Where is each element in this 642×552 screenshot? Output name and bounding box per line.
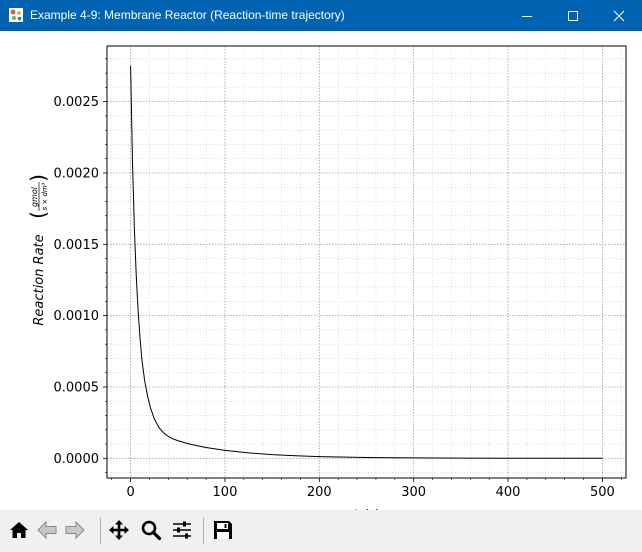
- toolbar-separator: [203, 518, 204, 544]
- title-bar[interactable]: Example 4-9: Membrane Reactor (Reaction-…: [0, 0, 642, 31]
- y-axis-label-paren-left: (: [26, 211, 50, 219]
- app-icon: [9, 8, 23, 22]
- reaction-rate-chart[interactable]: 0 100 200 300 400 500 0.0000 0.0005 0.0010 0.001…: [0, 31, 642, 523]
- major-grid: [107, 46, 626, 478]
- y-axis-label-unit-numerator: gmol: [30, 186, 39, 207]
- axes-frame: [106, 45, 627, 479]
- y-tick-label: 0.0015: [54, 238, 100, 253]
- forward-button[interactable]: [62, 516, 88, 544]
- navigation-toolbar: [0, 510, 642, 552]
- y-axis-label-main: Reaction Rate: [32, 234, 47, 325]
- zoom-icon: [141, 520, 162, 541]
- x-axis-ticks: 0 100 200 300 400 500: [111, 478, 622, 500]
- maximize-icon: [568, 10, 578, 21]
- x-tick-label: 0: [126, 485, 134, 500]
- zoom-button[interactable]: [138, 516, 164, 544]
- back-button[interactable]: [34, 516, 60, 544]
- y-axis-label: Reaction Rate ( gmol s × dm³ ): [26, 174, 50, 326]
- close-button[interactable]: [596, 0, 642, 31]
- pan-button[interactable]: [106, 516, 132, 544]
- y-tick-label: 0.0010: [54, 309, 100, 324]
- back-icon: [37, 520, 57, 540]
- series-line: [130, 65, 603, 459]
- figure-canvas[interactable]: 0 100 200 300 400 500 0.0000 0.0005 0.0010 0.001…: [0, 31, 642, 523]
- save-icon: [214, 521, 232, 539]
- y-axis-ticks: 0.0000 0.0005 0.0010 0.0015 0.0020 0.0025: [54, 58, 107, 473]
- minimize-button[interactable]: [504, 0, 550, 31]
- home-icon: [10, 522, 28, 538]
- home-button[interactable]: [6, 516, 32, 544]
- y-tick-label: 0.0000: [54, 452, 100, 467]
- x-tick-label: 100: [213, 485, 238, 500]
- configure-subplots-button[interactable]: [169, 516, 195, 544]
- y-axis-label-unit-denominator: s × dm³: [41, 182, 49, 210]
- configure-subplots-icon: [173, 521, 191, 539]
- y-tick-label: 0.0020: [54, 166, 100, 181]
- x-tick-label: 200: [307, 485, 332, 500]
- maximize-button[interactable]: [550, 0, 596, 31]
- x-tick-label: 400: [496, 485, 521, 500]
- minimize-icon: [522, 15, 532, 17]
- save-button[interactable]: [210, 516, 236, 544]
- window-title: Example 4-9: Membrane Reactor (Reaction-…: [30, 8, 345, 22]
- x-tick-label: 300: [401, 485, 426, 500]
- forward-icon: [65, 520, 85, 540]
- close-icon: [613, 10, 625, 21]
- pan-icon: [109, 520, 129, 540]
- minor-grid: [107, 46, 626, 478]
- y-tick-label: 0.0025: [54, 95, 100, 110]
- toolbar-separator: [100, 518, 101, 544]
- y-tick-label: 0.0005: [54, 380, 100, 395]
- y-axis-label-paren-right: ): [26, 174, 50, 182]
- x-tick-label: 500: [590, 485, 615, 500]
